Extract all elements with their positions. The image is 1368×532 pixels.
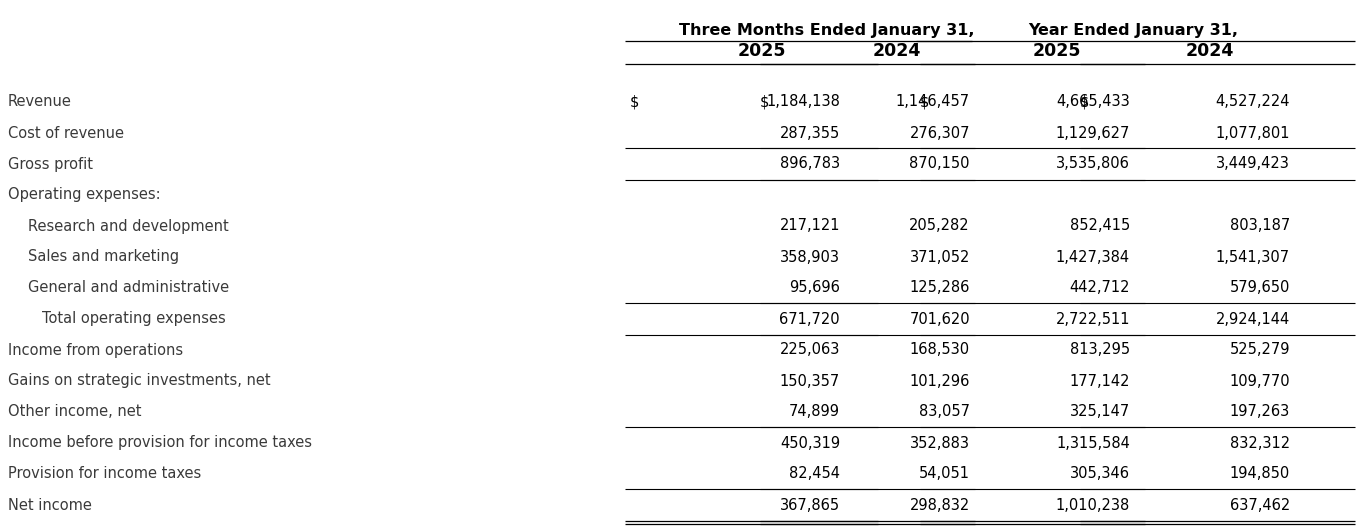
Text: 1,077,801: 1,077,801: [1216, 126, 1290, 140]
Text: 579,650: 579,650: [1230, 280, 1290, 295]
Text: 4,527,224: 4,527,224: [1216, 95, 1290, 110]
Text: 442,712: 442,712: [1070, 280, 1130, 295]
Text: Provision for income taxes: Provision for income taxes: [8, 467, 201, 481]
Text: 2024: 2024: [873, 42, 921, 60]
Text: Other income, net: Other income, net: [8, 404, 141, 420]
Text: Sales and marketing: Sales and marketing: [27, 250, 179, 264]
Text: 1,010,238: 1,010,238: [1056, 497, 1130, 512]
Text: 276,307: 276,307: [910, 126, 970, 140]
Text: 450,319: 450,319: [780, 436, 840, 451]
Text: Income before provision for income taxes: Income before provision for income taxes: [8, 436, 312, 451]
Text: 352,883: 352,883: [910, 436, 970, 451]
Text: 1,541,307: 1,541,307: [1216, 250, 1290, 264]
Text: 2025: 2025: [1033, 42, 1081, 60]
Text: Total operating expenses: Total operating expenses: [42, 312, 226, 327]
Text: Operating expenses:: Operating expenses:: [8, 187, 160, 203]
Text: Income from operations: Income from operations: [8, 343, 183, 358]
Text: $: $: [1079, 95, 1089, 110]
Text: Year Ended January 31,: Year Ended January 31,: [1027, 22, 1238, 37]
Text: 803,187: 803,187: [1230, 219, 1290, 234]
Text: 3,449,423: 3,449,423: [1216, 156, 1290, 171]
Text: 205,282: 205,282: [910, 219, 970, 234]
Text: 671,720: 671,720: [780, 312, 840, 327]
Text: $: $: [631, 95, 639, 110]
Text: 1,146,457: 1,146,457: [896, 95, 970, 110]
Text: 82,454: 82,454: [789, 467, 840, 481]
Text: 2025: 2025: [737, 42, 787, 60]
Text: Research and development: Research and development: [27, 219, 228, 234]
Text: 298,832: 298,832: [910, 497, 970, 512]
Text: 3,535,806: 3,535,806: [1056, 156, 1130, 171]
Text: Gains on strategic investments, net: Gains on strategic investments, net: [8, 373, 271, 388]
Text: Gross profit: Gross profit: [8, 156, 93, 171]
Text: Net income: Net income: [8, 497, 92, 512]
Text: 194,850: 194,850: [1230, 467, 1290, 481]
Text: 305,346: 305,346: [1070, 467, 1130, 481]
Text: 2024: 2024: [1186, 42, 1234, 60]
Text: 325,147: 325,147: [1070, 404, 1130, 420]
Text: 1,129,627: 1,129,627: [1056, 126, 1130, 140]
Text: 2,924,144: 2,924,144: [1216, 312, 1290, 327]
Text: 525,279: 525,279: [1230, 343, 1290, 358]
Text: $: $: [761, 95, 769, 110]
Text: 832,312: 832,312: [1230, 436, 1290, 451]
Text: 367,865: 367,865: [780, 497, 840, 512]
Text: 150,357: 150,357: [780, 373, 840, 388]
Text: 95,696: 95,696: [789, 280, 840, 295]
Text: 2,722,511: 2,722,511: [1056, 312, 1130, 327]
Text: 1,315,584: 1,315,584: [1056, 436, 1130, 451]
Text: 74,899: 74,899: [789, 404, 840, 420]
Text: 217,121: 217,121: [780, 219, 840, 234]
Text: 870,150: 870,150: [910, 156, 970, 171]
Text: 125,286: 125,286: [910, 280, 970, 295]
Text: 168,530: 168,530: [910, 343, 970, 358]
Text: 287,355: 287,355: [780, 126, 840, 140]
Text: $: $: [921, 95, 929, 110]
Text: 177,142: 177,142: [1070, 373, 1130, 388]
Text: 197,263: 197,263: [1230, 404, 1290, 420]
Text: 54,051: 54,051: [919, 467, 970, 481]
Text: 813,295: 813,295: [1070, 343, 1130, 358]
Text: 358,903: 358,903: [780, 250, 840, 264]
Text: Revenue: Revenue: [8, 95, 73, 110]
Text: Cost of revenue: Cost of revenue: [8, 126, 124, 140]
Text: 83,057: 83,057: [919, 404, 970, 420]
Text: 101,296: 101,296: [910, 373, 970, 388]
Text: 852,415: 852,415: [1070, 219, 1130, 234]
Text: 701,620: 701,620: [910, 312, 970, 327]
Text: 637,462: 637,462: [1230, 497, 1290, 512]
Text: Three Months Ended January 31,: Three Months Ended January 31,: [680, 22, 975, 37]
Text: 225,063: 225,063: [780, 343, 840, 358]
Text: 371,052: 371,052: [910, 250, 970, 264]
Text: 4,665,433: 4,665,433: [1056, 95, 1130, 110]
Text: General and administrative: General and administrative: [27, 280, 228, 295]
Text: 1,184,138: 1,184,138: [766, 95, 840, 110]
Text: 1,427,384: 1,427,384: [1056, 250, 1130, 264]
Text: 109,770: 109,770: [1230, 373, 1290, 388]
Text: 896,783: 896,783: [780, 156, 840, 171]
